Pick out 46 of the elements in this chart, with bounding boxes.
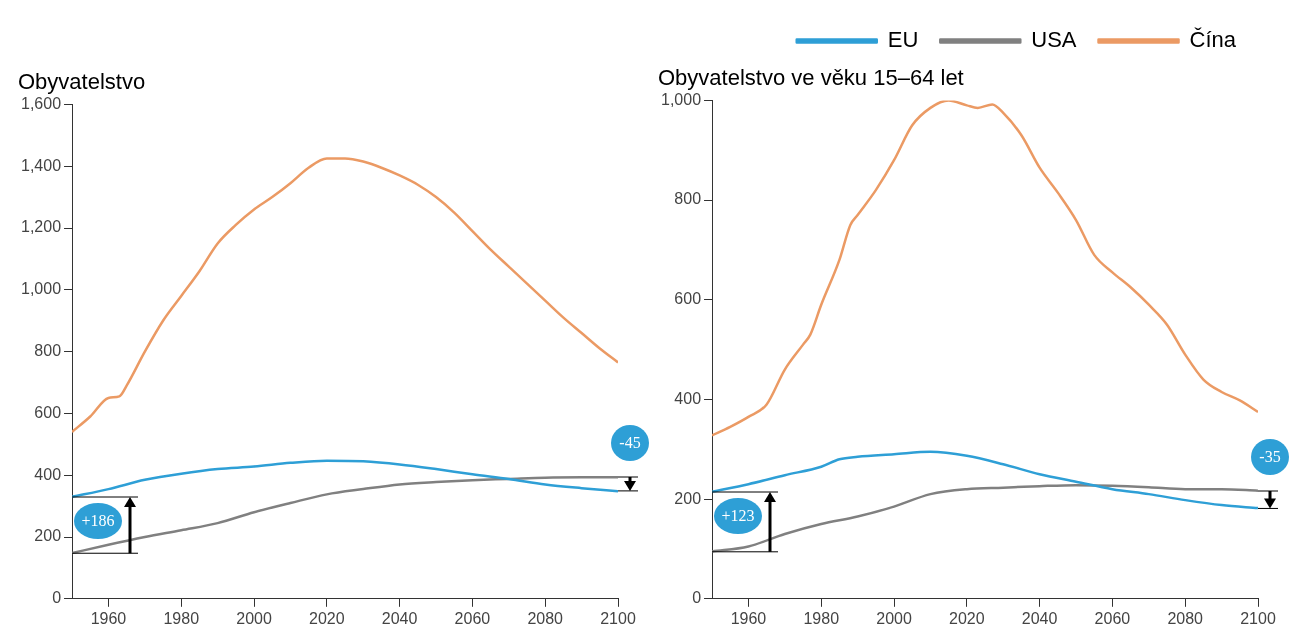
y-tick-label: 600	[674, 290, 702, 308]
y-tick-label: 800	[34, 342, 62, 360]
callout-bubble: -45	[611, 425, 649, 462]
y-tick-label: 1,000	[660, 90, 702, 108]
y-tick-label: 400	[34, 465, 62, 483]
y-tick-label: 1,000	[20, 280, 62, 298]
y-tick-label: 1,600	[20, 94, 62, 112]
y-tick-label: 0	[692, 589, 702, 607]
chart-title: Obyvatelstvo ve věku 15–64 let	[658, 65, 964, 91]
legend-label: Čína	[1189, 27, 1237, 53]
line-series	[712, 483, 1258, 553]
y-tick-label: 200	[674, 489, 702, 507]
line-series	[72, 157, 618, 434]
x-tick-label: 2020	[309, 609, 345, 627]
x-tick-label: 2080	[1167, 609, 1204, 627]
y-tick-label: 1,200	[20, 218, 62, 236]
x-tick-label: 1980	[803, 609, 840, 627]
legend-label: EU	[887, 27, 919, 53]
legend-label: USA	[1031, 27, 1077, 53]
y-tick-label: 800	[674, 190, 702, 208]
x-tick-label: 2000	[236, 609, 272, 627]
y-tick-label: 600	[34, 403, 62, 421]
x-tick-label: 2020	[949, 609, 985, 627]
x-tick-label: 2100	[1240, 609, 1276, 627]
x-tick-label: 2100	[600, 609, 636, 627]
x-tick-label: 1960	[90, 609, 127, 627]
x-tick-label: 2060	[1094, 609, 1131, 627]
y-tick-label: 1,400	[20, 156, 62, 174]
x-tick-label: 2000	[876, 609, 912, 627]
line-series	[712, 450, 1258, 510]
x-tick-label: 2040	[1021, 609, 1058, 627]
callout-bubble: +123	[714, 497, 763, 534]
line-series	[712, 100, 1258, 437]
x-tick-label: 1980	[163, 609, 200, 627]
line-series	[72, 476, 618, 555]
y-tick-label: 400	[674, 389, 702, 407]
line-series	[72, 459, 618, 499]
chart-title: Obyvatelstvo	[18, 69, 146, 95]
callout-bubble: -35	[1251, 438, 1289, 475]
x-tick-label: 2080	[527, 609, 564, 627]
x-tick-label: 2040	[381, 609, 418, 627]
y-tick-label: 200	[34, 527, 62, 545]
x-tick-label: 1960	[730, 609, 767, 627]
y-tick-label: 0	[52, 589, 62, 607]
callout-bubble: +186	[74, 502, 123, 539]
x-tick-label: 2060	[454, 609, 491, 627]
